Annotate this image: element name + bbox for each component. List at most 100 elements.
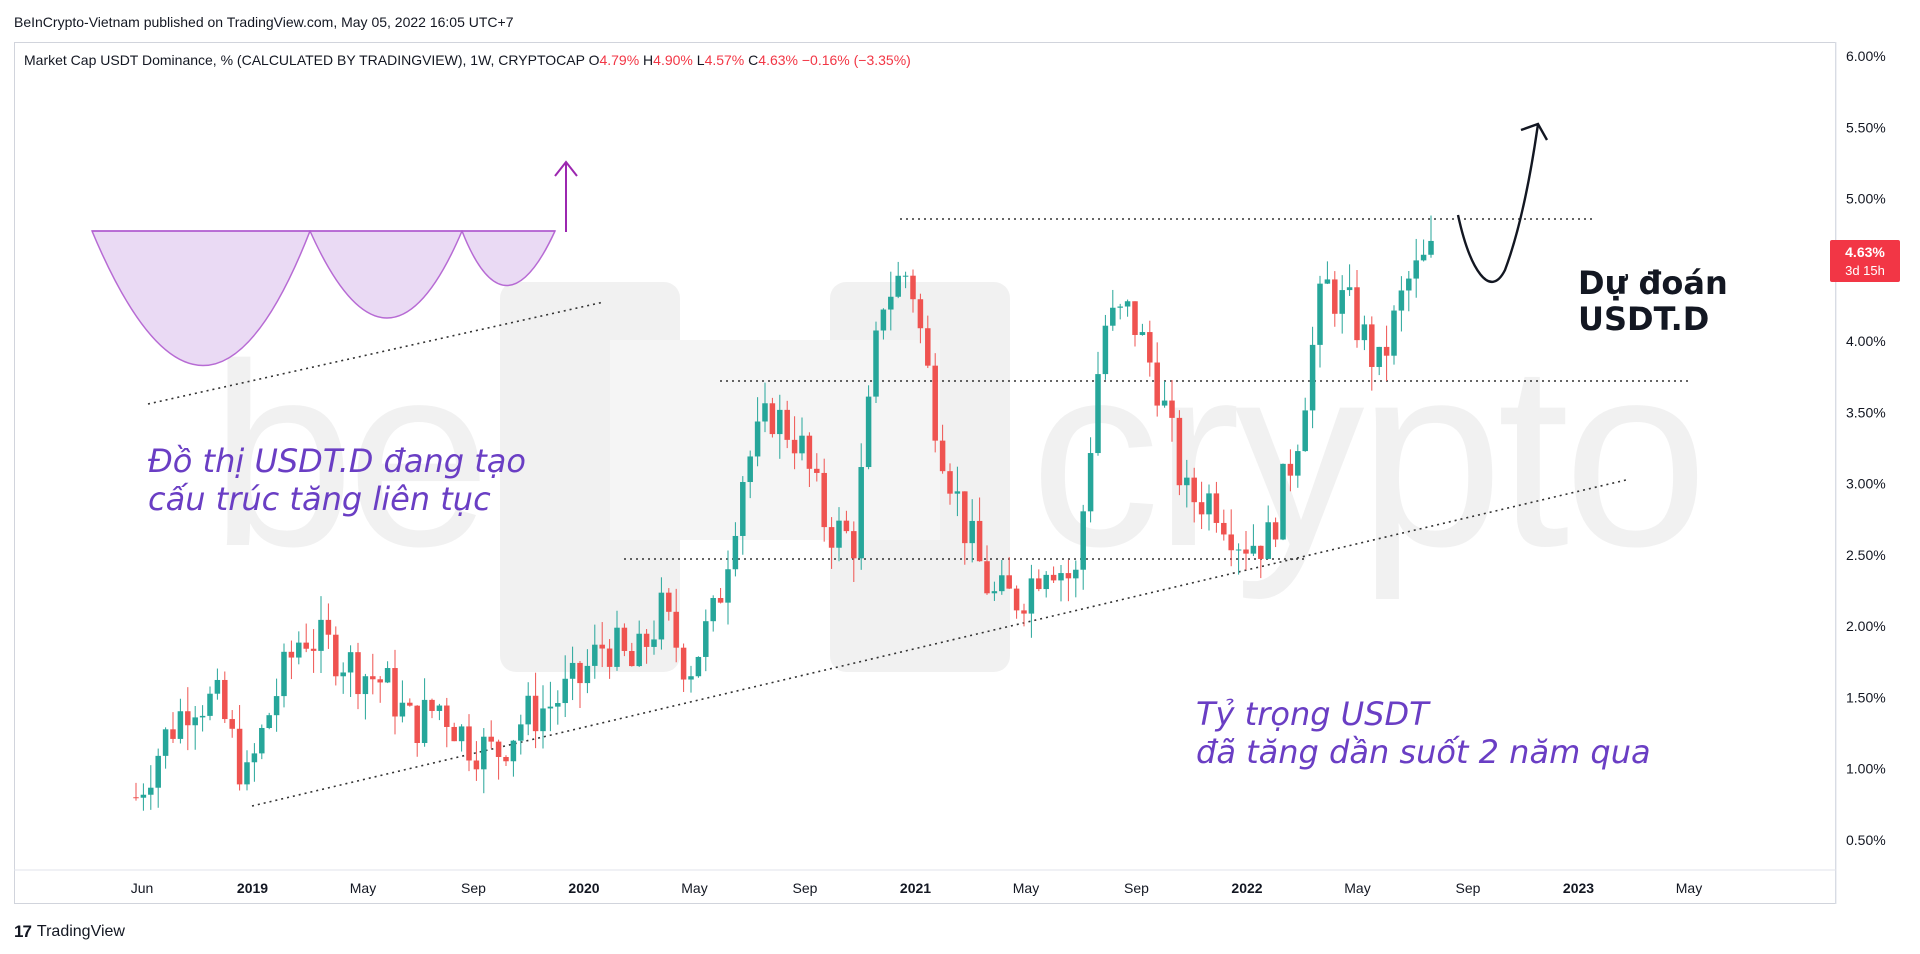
candle-up[interactable]: [1124, 301, 1131, 307]
trendlines[interactable]: [147, 218, 1690, 807]
candle-up[interactable]: [214, 679, 221, 694]
candle-up[interactable]: [525, 695, 531, 725]
candle-up[interactable]: [1428, 240, 1434, 255]
candle-up[interactable]: [199, 715, 206, 718]
candle-down[interactable]: [1332, 279, 1338, 314]
candle-up[interactable]: [1376, 346, 1382, 367]
candle-up[interactable]: [1102, 325, 1109, 375]
candle-up[interactable]: [725, 569, 731, 603]
candle-down[interactable]: [377, 679, 383, 683]
candle-down[interactable]: [1272, 522, 1279, 540]
candle-down[interactable]: [1154, 362, 1160, 406]
candle-up[interactable]: [658, 592, 665, 640]
candle-down[interactable]: [1132, 301, 1138, 335]
candle-down[interactable]: [947, 471, 953, 494]
candle-down[interactable]: [1050, 574, 1057, 581]
candle-up[interactable]: [1087, 453, 1094, 512]
candle-up[interactable]: [296, 642, 302, 658]
candle-up[interactable]: [1420, 254, 1427, 261]
candle-down[interactable]: [303, 642, 309, 649]
candle-down[interactable]: [984, 561, 990, 594]
candle-up[interactable]: [547, 706, 554, 709]
candle-up[interactable]: [1309, 344, 1316, 411]
candle-up[interactable]: [732, 535, 739, 570]
candle-up[interactable]: [458, 726, 465, 742]
candle-down[interactable]: [606, 648, 613, 667]
candle-up[interactable]: [562, 678, 568, 704]
candle-up[interactable]: [747, 456, 753, 483]
candle-up[interactable]: [1058, 573, 1064, 581]
candle-down[interactable]: [791, 439, 798, 454]
candle-up[interactable]: [1161, 400, 1168, 406]
candle-up[interactable]: [865, 396, 872, 468]
candle-down[interactable]: [673, 611, 679, 648]
candle-down[interactable]: [1147, 332, 1153, 363]
candle-up[interactable]: [1043, 574, 1049, 590]
candle-down[interactable]: [599, 644, 605, 649]
candle-up[interactable]: [155, 755, 161, 788]
candle-down[interactable]: [577, 662, 583, 684]
candle-up[interactable]: [318, 619, 324, 651]
candle-up[interactable]: [421, 699, 428, 743]
candle-down[interactable]: [1369, 324, 1375, 367]
candle-up[interactable]: [1080, 511, 1086, 570]
candle-up[interactable]: [251, 753, 258, 763]
candle-down[interactable]: [814, 468, 820, 473]
candle-up[interactable]: [1324, 279, 1331, 284]
candle-down[interactable]: [503, 757, 509, 762]
candle-down[interactable]: [1243, 549, 1249, 554]
candle-up[interactable]: [384, 668, 391, 683]
candle-up[interactable]: [1235, 549, 1242, 551]
candle-up[interactable]: [799, 435, 805, 454]
candle-up[interactable]: [569, 662, 576, 679]
footer[interactable]: 17 TradingView: [14, 922, 125, 942]
candle-up[interactable]: [991, 591, 998, 594]
candle-up[interactable]: [273, 696, 280, 716]
candle-up[interactable]: [555, 703, 561, 707]
candle-down[interactable]: [532, 695, 539, 732]
candle-down[interactable]: [1287, 463, 1294, 476]
candle-down[interactable]: [333, 634, 339, 677]
candle-down[interactable]: [976, 520, 983, 562]
candle-up[interactable]: [1317, 283, 1323, 345]
candle-up[interactable]: [762, 403, 768, 422]
candle-down[interactable]: [414, 705, 420, 743]
candle-down[interactable]: [917, 299, 924, 329]
candle-up[interactable]: [518, 724, 524, 741]
candle-down[interactable]: [851, 531, 857, 559]
candle-down[interactable]: [229, 719, 235, 729]
candle-down[interactable]: [717, 597, 724, 603]
candle-down[interactable]: [1006, 575, 1012, 589]
candle-down[interactable]: [821, 472, 827, 528]
candle-down[interactable]: [666, 592, 672, 612]
candle-down[interactable]: [444, 705, 450, 727]
candle-up[interactable]: [481, 736, 487, 770]
candle-down[interactable]: [1354, 287, 1360, 341]
time-axis[interactable]: Jun 2019 May Sep 2020 May Sep 2021 May Sep 2022 May…: [131, 880, 1703, 896]
candle-down[interactable]: [680, 647, 687, 680]
candle-up[interactable]: [340, 672, 346, 677]
candle-up[interactable]: [148, 787, 154, 795]
candle-down[interactable]: [392, 668, 398, 717]
candle-up[interactable]: [540, 708, 546, 732]
candle-up[interactable]: [177, 711, 184, 739]
candle-up[interactable]: [1265, 522, 1271, 559]
candle-down[interactable]: [1169, 400, 1175, 418]
candle-down[interactable]: [962, 491, 968, 544]
candle-down[interactable]: [621, 627, 628, 651]
candle-up[interactable]: [614, 627, 620, 667]
candle-up[interactable]: [858, 467, 864, 559]
candle-down[interactable]: [451, 726, 457, 742]
candle-up[interactable]: [873, 330, 879, 397]
candle-down[interactable]: [185, 711, 191, 726]
candle-up[interactable]: [192, 717, 198, 726]
candle-up[interactable]: [1406, 278, 1412, 291]
candle-down[interactable]: [643, 633, 650, 647]
candle-up[interactable]: [1302, 410, 1308, 452]
candle-down[interactable]: [370, 676, 376, 680]
candle-up[interactable]: [584, 665, 591, 684]
candle-down[interactable]: [1036, 578, 1042, 590]
candle-down[interactable]: [843, 520, 850, 532]
candle-up[interactable]: [999, 575, 1005, 592]
